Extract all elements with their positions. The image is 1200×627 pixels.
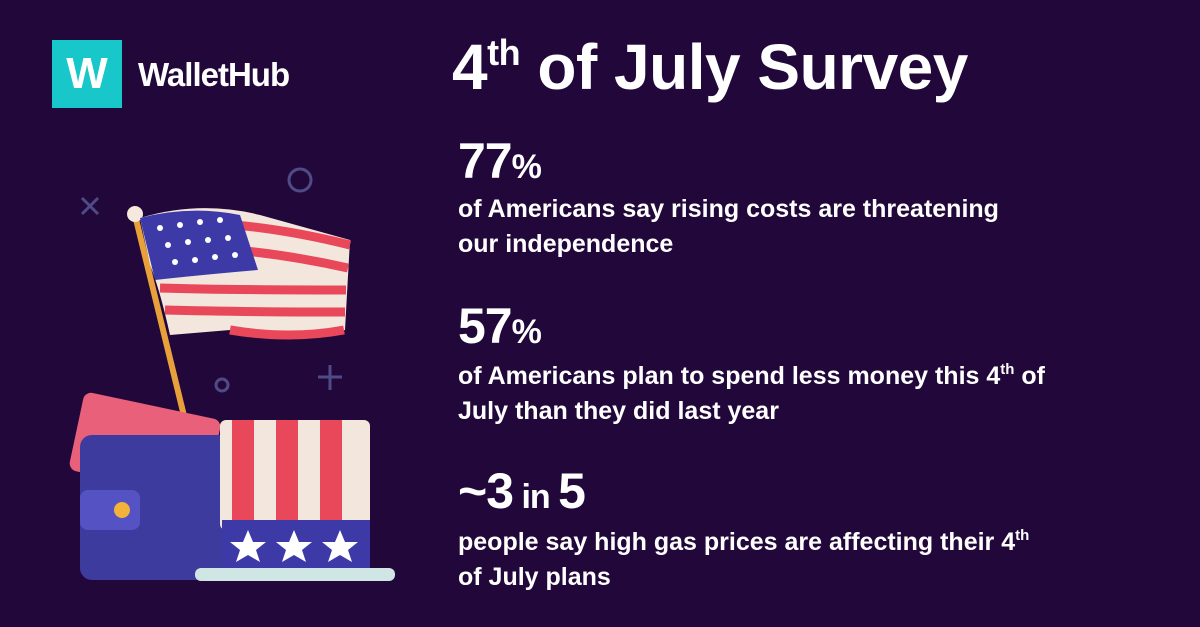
illustration [69,167,395,581]
figure-unit: % [511,313,542,351]
stat-description: people say high gas prices are affecting… [458,518,1029,595]
stat-figure: 77% [458,132,542,190]
title-suffix: th [487,32,521,73]
line: our independence [458,227,999,262]
superscript: th [1000,361,1015,378]
text: our independence [458,230,674,258]
text: of [1014,362,1045,390]
logo-name: WalletHub [138,56,290,93]
line: of Americans say rising costs are threat… [458,192,999,227]
figure-unit: % [511,148,542,186]
wallet [80,435,230,580]
figure-number: 77 [458,133,513,189]
stat-figure: ~3 in 5 [458,462,586,520]
text: of Americans plan to spend less money th… [458,362,1001,390]
stat-figure: 57% [458,297,542,355]
flag [140,208,352,340]
figure-number: 5 [558,463,586,519]
title: 4th of July Survey [452,30,968,104]
figure-text: in [513,478,559,516]
hat [195,420,395,581]
line: of July plans [458,560,1029,595]
superscript: th [1015,527,1030,544]
line: people say high gas prices are affecting… [458,518,1029,560]
title-text: of July Survey [520,31,968,103]
text: of Americans say rising costs are threat… [458,195,999,223]
text: of July plans [458,563,611,591]
line: July than they did last year [458,394,1045,429]
line: of Americans plan to spend less money th… [458,352,1045,394]
logo-mark: W [52,40,122,108]
text: people say high gas prices are affecting… [458,528,1016,556]
figure-number: ~3 [458,463,514,519]
text: July than they did last year [458,397,779,425]
stat-description: of Americans plan to spend less money th… [458,352,1045,429]
stat-description: of Americans say rising costs are threat… [458,192,999,262]
title-number: 4 [452,31,488,103]
figure-number: 57 [458,298,513,354]
